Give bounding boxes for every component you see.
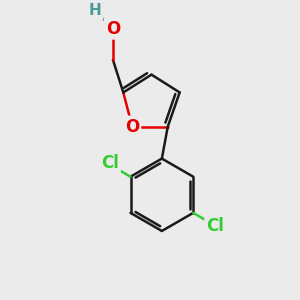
Text: H: H [89, 3, 101, 18]
Text: O: O [106, 20, 120, 38]
Text: Cl: Cl [206, 217, 224, 235]
Text: O: O [125, 118, 139, 136]
Text: Cl: Cl [101, 154, 119, 172]
